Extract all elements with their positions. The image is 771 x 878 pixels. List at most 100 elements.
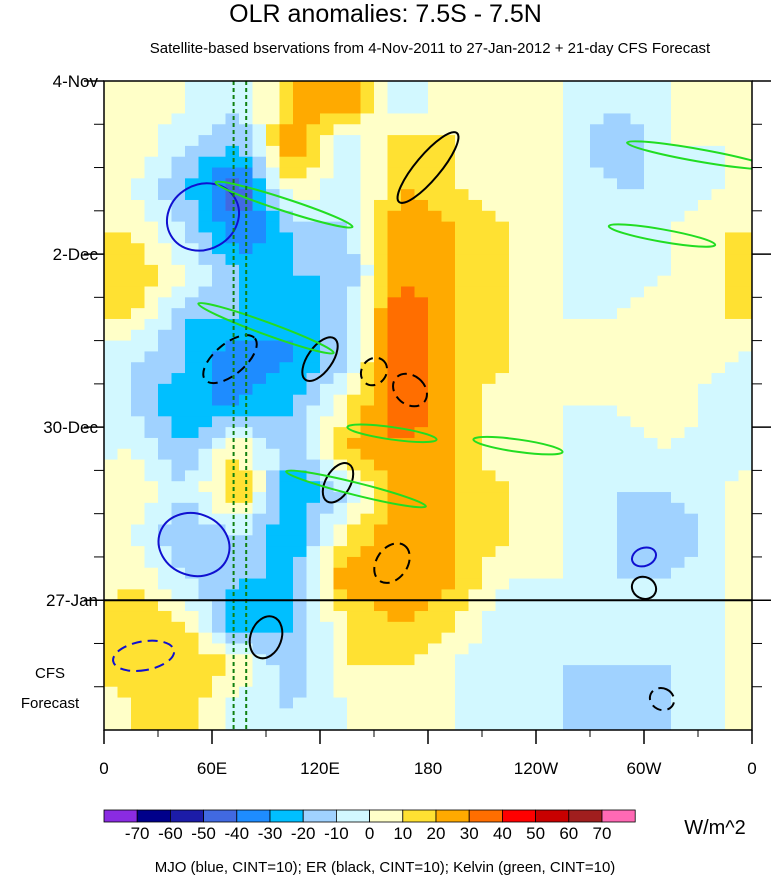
field-cell xyxy=(711,535,726,547)
field-cell xyxy=(117,654,132,666)
field-cell xyxy=(171,470,186,482)
field-cell xyxy=(711,351,726,363)
field-cell xyxy=(104,91,118,104)
field-cell xyxy=(603,578,618,590)
field-cell xyxy=(239,556,253,569)
field-cell xyxy=(455,481,469,493)
field-cell xyxy=(104,611,118,623)
field-cell xyxy=(360,578,375,590)
field-cell xyxy=(684,632,699,644)
field-cell xyxy=(239,632,253,644)
field-cell xyxy=(104,124,118,136)
field-cell xyxy=(185,113,199,125)
field-cell xyxy=(468,81,483,93)
field-cell xyxy=(657,124,672,136)
field-cell xyxy=(374,416,388,428)
field-cell xyxy=(333,91,348,104)
field-cell xyxy=(509,513,523,525)
field-cell xyxy=(414,113,429,125)
field-cell xyxy=(279,632,294,644)
field-cell xyxy=(657,632,672,644)
field-cell xyxy=(185,427,199,439)
field-cell xyxy=(671,286,685,298)
field-cell xyxy=(347,167,361,179)
field-cell xyxy=(441,654,456,666)
field-cell xyxy=(657,264,672,277)
field-cell xyxy=(536,145,550,158)
field-cell xyxy=(576,124,591,136)
field-cell xyxy=(104,329,118,342)
field-cell xyxy=(387,481,402,493)
field-cell xyxy=(131,124,145,136)
field-cell xyxy=(401,708,415,720)
field-cell xyxy=(239,719,253,730)
field-cell xyxy=(522,437,537,450)
field-cell xyxy=(657,654,672,666)
field-cell xyxy=(563,481,577,493)
field-cell xyxy=(684,243,699,255)
field-cell xyxy=(590,556,604,569)
field-cell xyxy=(360,373,375,385)
field-cell xyxy=(698,373,712,385)
field-cell xyxy=(657,156,672,169)
field-cell xyxy=(279,546,294,558)
field-cell xyxy=(266,546,280,558)
field-cell xyxy=(252,135,267,147)
field-cell xyxy=(104,621,118,634)
field-cell xyxy=(725,362,739,374)
field-cell xyxy=(279,81,294,93)
field-cell xyxy=(320,567,334,580)
field-cell xyxy=(360,654,375,666)
field-cell xyxy=(428,243,442,255)
field-cell xyxy=(522,199,537,212)
field-cell xyxy=(603,719,618,730)
field-cell xyxy=(630,373,645,385)
field-cell xyxy=(428,665,442,677)
field-cell xyxy=(387,275,402,288)
field-cell xyxy=(468,232,483,244)
field-cell xyxy=(374,665,388,677)
field-cell xyxy=(252,243,267,255)
field-cell xyxy=(563,210,577,223)
field-cell xyxy=(482,254,496,266)
field-cell xyxy=(468,524,483,536)
field-cell xyxy=(698,199,712,212)
field-cell xyxy=(549,481,564,493)
field-cell xyxy=(671,448,685,461)
field-cell xyxy=(536,383,550,396)
field-cell xyxy=(225,611,240,623)
field-cell xyxy=(104,502,118,515)
field-cell xyxy=(455,340,469,352)
field-cell xyxy=(617,102,631,114)
field-cell xyxy=(549,416,564,428)
field-cell xyxy=(698,189,712,201)
field-cell xyxy=(590,632,604,644)
field-cell xyxy=(333,232,348,244)
field-cell xyxy=(590,546,604,558)
field-cell xyxy=(644,448,658,461)
field-cell xyxy=(549,394,564,406)
field-cell xyxy=(104,632,118,644)
field-cell xyxy=(630,437,645,450)
field-cell xyxy=(158,383,172,396)
field-cell xyxy=(333,254,348,266)
field-cell xyxy=(522,416,537,428)
field-cell xyxy=(711,373,726,385)
field-cell xyxy=(563,437,577,450)
field-cell xyxy=(630,578,645,590)
field-cell xyxy=(414,535,429,547)
field-cell xyxy=(495,535,510,547)
field-cell xyxy=(360,81,375,93)
field-cell xyxy=(522,556,537,569)
field-cell xyxy=(576,351,591,363)
field-cell xyxy=(401,362,415,374)
field-cell xyxy=(185,254,199,266)
field-cell xyxy=(671,708,685,720)
field-cell xyxy=(117,394,132,406)
field-cell xyxy=(441,643,456,655)
field-cell xyxy=(698,210,712,223)
field-cell xyxy=(455,600,469,612)
field-cell xyxy=(266,567,280,580)
field-cell xyxy=(144,567,159,580)
field-cell xyxy=(725,654,739,666)
